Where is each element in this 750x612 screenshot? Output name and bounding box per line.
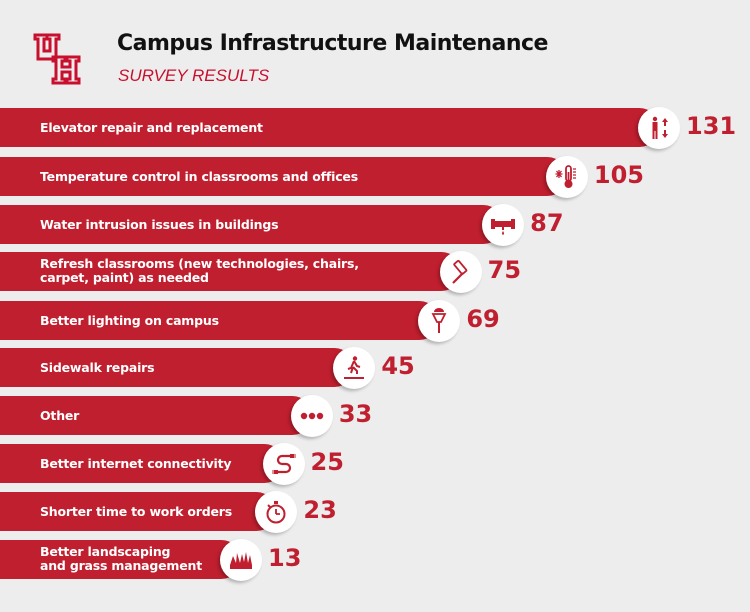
bar-label: Shorter time to work orders	[40, 505, 232, 519]
page-title: Campus Infrastructure Maintenance	[117, 31, 548, 56]
bar	[0, 157, 567, 196]
icon-badge	[290, 395, 333, 437]
bar-label-line: Better internet connectivity	[40, 456, 232, 471]
elevator-icon	[652, 116, 668, 139]
bar-label: Other	[40, 409, 79, 423]
lamp-post-icon	[431, 308, 447, 333]
bar	[0, 396, 312, 435]
icon-badge	[418, 300, 461, 342]
uh-logo	[33, 33, 81, 85]
value-label: 23	[303, 496, 337, 524]
bar-label-line: Temperature control in classrooms and of…	[40, 169, 358, 184]
bar-label: Refresh classrooms (new technologies, ch…	[40, 257, 359, 285]
icon-badge	[220, 539, 262, 581]
icon-badge	[439, 251, 482, 293]
value-label: 87	[530, 209, 564, 237]
bar-label: Sidewalk repairs	[40, 360, 155, 375]
bar-label-line: and grass management	[40, 558, 203, 573]
value-label: 131	[686, 112, 737, 140]
bar-label-line: Elevator repair and replacement	[40, 120, 263, 135]
bar-label-line: Sidewalk repairs	[40, 360, 155, 375]
leaking-pipe-icon	[491, 219, 516, 235]
page-subtitle: SURVEY RESULTS	[118, 66, 270, 85]
value-label: 33	[338, 400, 373, 428]
pedestrian-icon	[344, 356, 365, 379]
icon-badge	[482, 204, 525, 246]
bar	[0, 301, 440, 340]
bar	[0, 540, 241, 579]
bar	[0, 444, 284, 483]
icon-badge	[545, 156, 588, 198]
bar	[0, 108, 659, 147]
value-label: 75	[487, 256, 522, 284]
bar-label-line: carpet, paint) as needed	[40, 270, 209, 285]
bar-label-line: Better lighting on campus	[40, 313, 219, 328]
bar-label: Better internet connectivity	[40, 456, 232, 471]
value-label: 25	[310, 448, 344, 476]
value-label: 69	[466, 305, 500, 333]
icon-badge	[638, 107, 680, 149]
bar-label: Elevator repair and replacement	[40, 121, 263, 135]
icon-badge	[333, 347, 376, 389]
ellipsis-icon	[300, 412, 324, 420]
cable-icon	[271, 454, 296, 474]
bar-label: Water intrusion issues in buildings	[40, 217, 279, 232]
bar	[0, 252, 461, 291]
grass-icon	[230, 552, 252, 569]
paint-roller-icon	[451, 259, 467, 284]
bar	[0, 492, 277, 531]
bar-label-line: Better landscaping	[40, 544, 171, 559]
icon-badge	[255, 491, 298, 533]
thermometer-icon	[555, 165, 576, 188]
value-label: 13	[268, 544, 302, 572]
bar-label-line: Shorter time to work orders	[40, 504, 232, 519]
bar-label-line: Refresh classrooms (new technologies, ch…	[40, 256, 359, 271]
bar-label-line: Other	[40, 408, 80, 423]
bar	[0, 205, 504, 244]
bar	[0, 348, 355, 387]
value-label: 105	[593, 161, 644, 189]
bar-label-line: Water intrusion issues in buildings	[40, 217, 279, 232]
bar-label: Better landscaping and grass management	[40, 545, 202, 573]
bar-label: Temperature control in classrooms and of…	[40, 170, 358, 184]
value-label: 45	[381, 352, 415, 380]
bar-label: Better lighting on campus	[40, 314, 219, 328]
icon-badge	[262, 443, 305, 485]
stopwatch-icon	[266, 501, 286, 524]
